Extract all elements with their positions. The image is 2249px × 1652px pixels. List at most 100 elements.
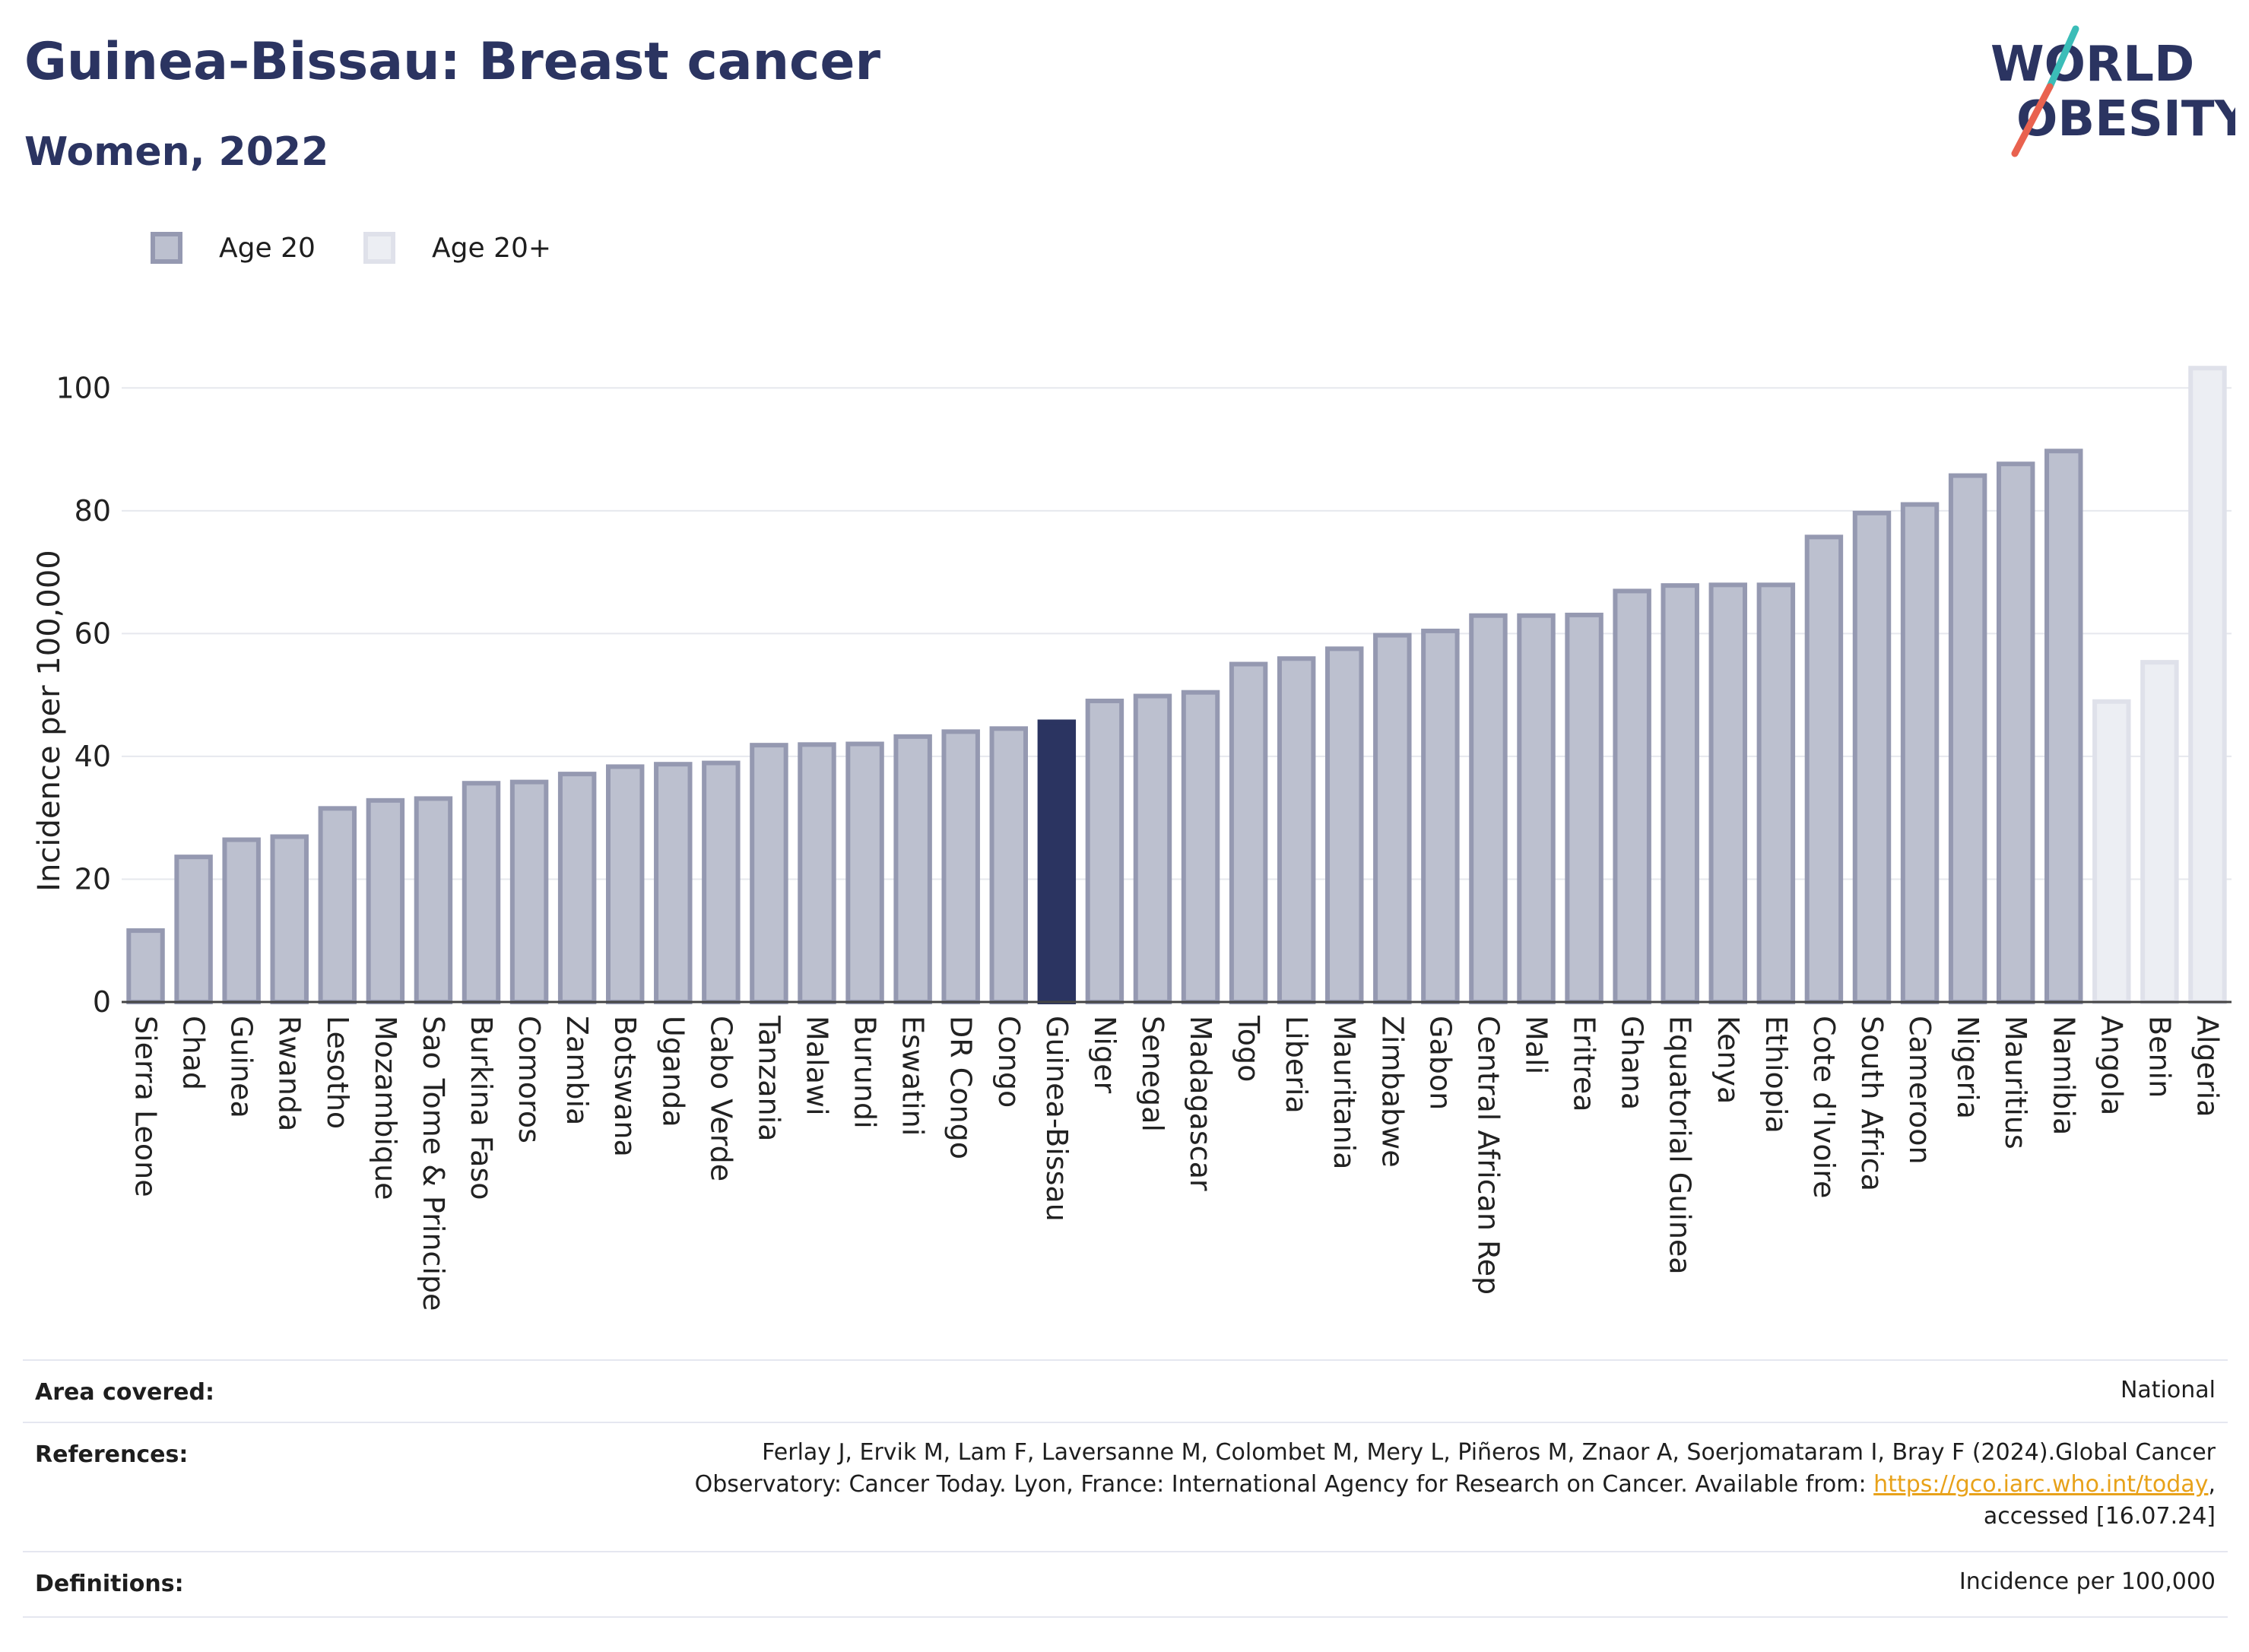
bar <box>318 806 357 1005</box>
bar <box>2140 660 2179 1004</box>
bar <box>2044 449 2083 1004</box>
bar-chart: 0 20 40 60 80 100 Incidence per 100,000 Sierra … <box>32 366 2232 1311</box>
area-covered-value: National <box>2120 1377 2216 1403</box>
x-tick-label: Ethiopia <box>1759 1016 1793 1134</box>
x-tick-label: Comoros <box>512 1016 546 1143</box>
x-tick-label: Uganda <box>656 1016 690 1127</box>
x-tick-label: Botswana <box>608 1016 642 1157</box>
meta-row-area: Area covered: National <box>23 1359 2228 1423</box>
x-tick-label: Niger <box>1088 1016 1121 1093</box>
bar <box>1181 690 1220 1004</box>
bar <box>1900 502 1940 1004</box>
legend-swatch-age20 <box>151 232 182 264</box>
definitions-value: Incidence per 100,000 <box>1959 1568 2216 1595</box>
bar <box>1277 656 1316 1004</box>
bar <box>1229 661 1268 1004</box>
bar <box>174 855 213 1004</box>
bar <box>1756 582 1796 1004</box>
x-tick-label: Mali <box>1520 1016 1553 1074</box>
x-tick-label: Nigeria <box>1951 1016 1984 1119</box>
bar <box>702 760 741 1004</box>
bar <box>1373 633 1412 1004</box>
references-line-3: accessed [16.07.24] <box>1983 1503 2216 1530</box>
x-tick-label: Guinea <box>225 1016 259 1118</box>
bar <box>366 797 405 1005</box>
x-tick-label: Mozambique <box>369 1016 402 1200</box>
x-tick-label: Burkina Faso <box>465 1016 498 1200</box>
bar <box>1325 646 1364 1004</box>
x-tick-label: Ghana <box>1616 1016 1649 1110</box>
y-tick-label: 40 <box>75 740 111 773</box>
area-covered-label: Area covered: <box>35 1379 214 1406</box>
logo-slash-teal <box>2046 25 2079 90</box>
x-tick-label: Cameroon <box>1903 1016 1937 1165</box>
x-tick-label: Madagascar <box>1184 1016 1217 1191</box>
x-tick-label: Sao Tome & Principe <box>417 1016 450 1311</box>
bar <box>1708 582 1748 1004</box>
x-tick-label: Lesotho <box>321 1016 354 1129</box>
x-tick-label: Malawi <box>800 1016 833 1116</box>
x-tick-label: Angola <box>2095 1016 2128 1115</box>
meta-row-references: References: Ferlay J, Ervik M, Lam F, La… <box>23 1422 2228 1552</box>
bar <box>270 834 309 1004</box>
x-tick-label: Equatorial Guinea <box>1664 1016 1697 1275</box>
references-line-2: Observatory: Cancer Today. Lyon, France:… <box>315 1469 2216 1501</box>
x-tick-label: Rwanda <box>273 1016 306 1131</box>
references-line-2-text: Observatory: Cancer Today. Lyon, France:… <box>694 1471 1874 1498</box>
references-label: References: <box>35 1441 189 1468</box>
bar <box>126 928 165 1004</box>
definitions-label: Definitions: <box>35 1571 184 1597</box>
bar <box>2092 699 2131 1004</box>
bar <box>893 734 932 1004</box>
references-value: Ferlay J, Ervik M, Lam F, Laversanne M, … <box>315 1437 2216 1533</box>
bar <box>941 729 980 1005</box>
bar <box>1996 461 2035 1004</box>
chart-subtitle: Women, 2022 <box>24 129 329 175</box>
legend-label-age20plus: Age 20+ <box>432 232 552 264</box>
bar <box>605 764 645 1005</box>
legend-item-age20[interactable]: Age 20 <box>151 227 316 269</box>
bar <box>222 837 261 1004</box>
x-tick-label: Senegal <box>1136 1016 1169 1132</box>
bar <box>1661 583 1699 1004</box>
x-tick-label: Mauritius <box>1999 1016 2032 1149</box>
x-tick-label: Benin <box>2143 1016 2176 1098</box>
bar <box>1804 534 1844 1004</box>
x-tick-label: Guinea-Bissau <box>1040 1016 1074 1222</box>
bar <box>462 781 501 1004</box>
bar <box>1517 613 1556 1004</box>
references-line-1: Ferlay J, Ervik M, Lam F, Laversanne M, … <box>762 1439 2216 1466</box>
meta-row-definitions: Definitions: Incidence per 100,000 <box>23 1551 2228 1618</box>
x-tick-label: Zimbabwe <box>1375 1016 1409 1168</box>
bar <box>1613 588 1651 1004</box>
y-tick-label: 20 <box>75 862 111 896</box>
logo-text-world: WORLD <box>1990 36 2194 93</box>
legend-item-age20plus[interactable]: Age 20+ <box>363 227 551 269</box>
bar <box>1085 699 1124 1004</box>
x-tick-label: Central African Rep <box>1471 1016 1505 1295</box>
x-tick-label: Eswatini <box>896 1016 930 1136</box>
bar <box>654 762 693 1004</box>
bar <box>989 726 1028 1004</box>
references-link[interactable]: https://gco.iarc.who.int/today <box>1873 1471 2209 1498</box>
bar <box>1133 693 1172 1004</box>
bar <box>1852 510 1892 1004</box>
x-tick-label: Eritrea <box>1568 1016 1601 1112</box>
bar <box>509 779 549 1004</box>
x-tick-label: Burundi <box>849 1016 882 1129</box>
x-tick-label: DR Congo <box>944 1016 978 1159</box>
bar <box>1565 612 1603 1005</box>
bar <box>845 741 884 1004</box>
bar <box>750 743 788 1005</box>
x-tick-label: Kenya <box>1711 1016 1745 1104</box>
logo-text-obesity: OBESITY <box>2016 91 2235 147</box>
bar <box>1948 473 1987 1004</box>
logo-slash-coral <box>2011 83 2054 157</box>
x-tick-label: Gabon <box>1423 1016 1457 1110</box>
bar <box>798 742 836 1004</box>
x-tick-label: Sierra Leone <box>129 1016 163 1197</box>
legend-label-age20: Age 20 <box>219 232 316 264</box>
bar <box>1037 719 1077 1004</box>
x-tick-label: Cabo Verde <box>704 1016 738 1181</box>
x-tick-label: Chad <box>177 1016 211 1090</box>
